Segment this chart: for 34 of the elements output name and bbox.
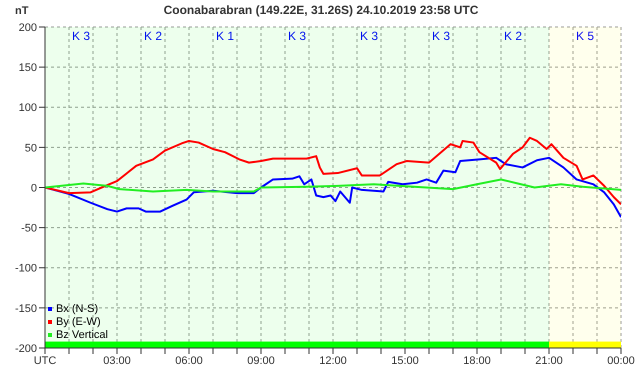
y-tick-label: -50 <box>21 222 37 235</box>
band-label: K 1 <box>216 29 234 43</box>
y-axis-title: nT <box>15 5 28 17</box>
band-label: K 3 <box>288 29 306 43</box>
y-tick-label: 100 <box>18 102 37 114</box>
x-tick-label: UTC <box>34 354 56 367</box>
x-tick-label: 00:00 <box>607 354 635 367</box>
legend-label: By (E-W) <box>56 316 101 328</box>
x-tick-label: 15:00 <box>391 354 419 367</box>
line-series <box>45 156 621 218</box>
line-series <box>45 178 621 193</box>
x-tick-label: 06:00 <box>175 354 203 367</box>
band-label: K 5 <box>576 29 594 43</box>
band-label: K 2 <box>504 29 522 43</box>
y-tick-label: 0 <box>30 182 37 194</box>
band-label: K 3 <box>72 29 90 43</box>
line-series <box>45 136 621 206</box>
y-tick-label: 200 <box>18 22 37 34</box>
y-tick-label: -150 <box>14 302 37 315</box>
x-tick-label: 21:00 <box>535 354 563 367</box>
y-tick-label: -100 <box>14 262 37 275</box>
x-tick-label: 18:00 <box>463 354 491 367</box>
y-tick-label: 50 <box>24 142 37 154</box>
x-tick-label: 03:00 <box>103 354 131 367</box>
band-label: K 2 <box>144 29 162 43</box>
band-label: K 3 <box>360 29 378 43</box>
y-tick-label: 150 <box>18 62 37 74</box>
x-tick-label: 12:00 <box>319 354 347 367</box>
legend-label: Bx (N-S) <box>56 302 98 314</box>
legend-label: Bz Vertical <box>56 328 108 340</box>
y-tick-label: -200 <box>14 342 37 355</box>
x-tick-label: 09:00 <box>247 354 275 367</box>
chart-title: Coonabarabran (149.22E, 31.26S) 24.10.2019 23:58 UTC <box>164 3 478 17</box>
band-label: K 3 <box>432 29 450 43</box>
